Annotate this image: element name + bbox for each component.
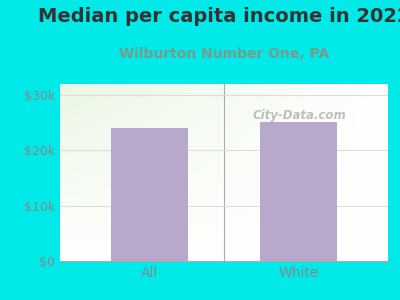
Bar xyxy=(260,122,337,261)
Bar xyxy=(111,128,188,261)
Text: Wilburton Number One, PA: Wilburton Number One, PA xyxy=(119,46,329,61)
Text: Median per capita income in 2022: Median per capita income in 2022 xyxy=(38,8,400,26)
Text: City-Data.com: City-Data.com xyxy=(252,110,346,122)
